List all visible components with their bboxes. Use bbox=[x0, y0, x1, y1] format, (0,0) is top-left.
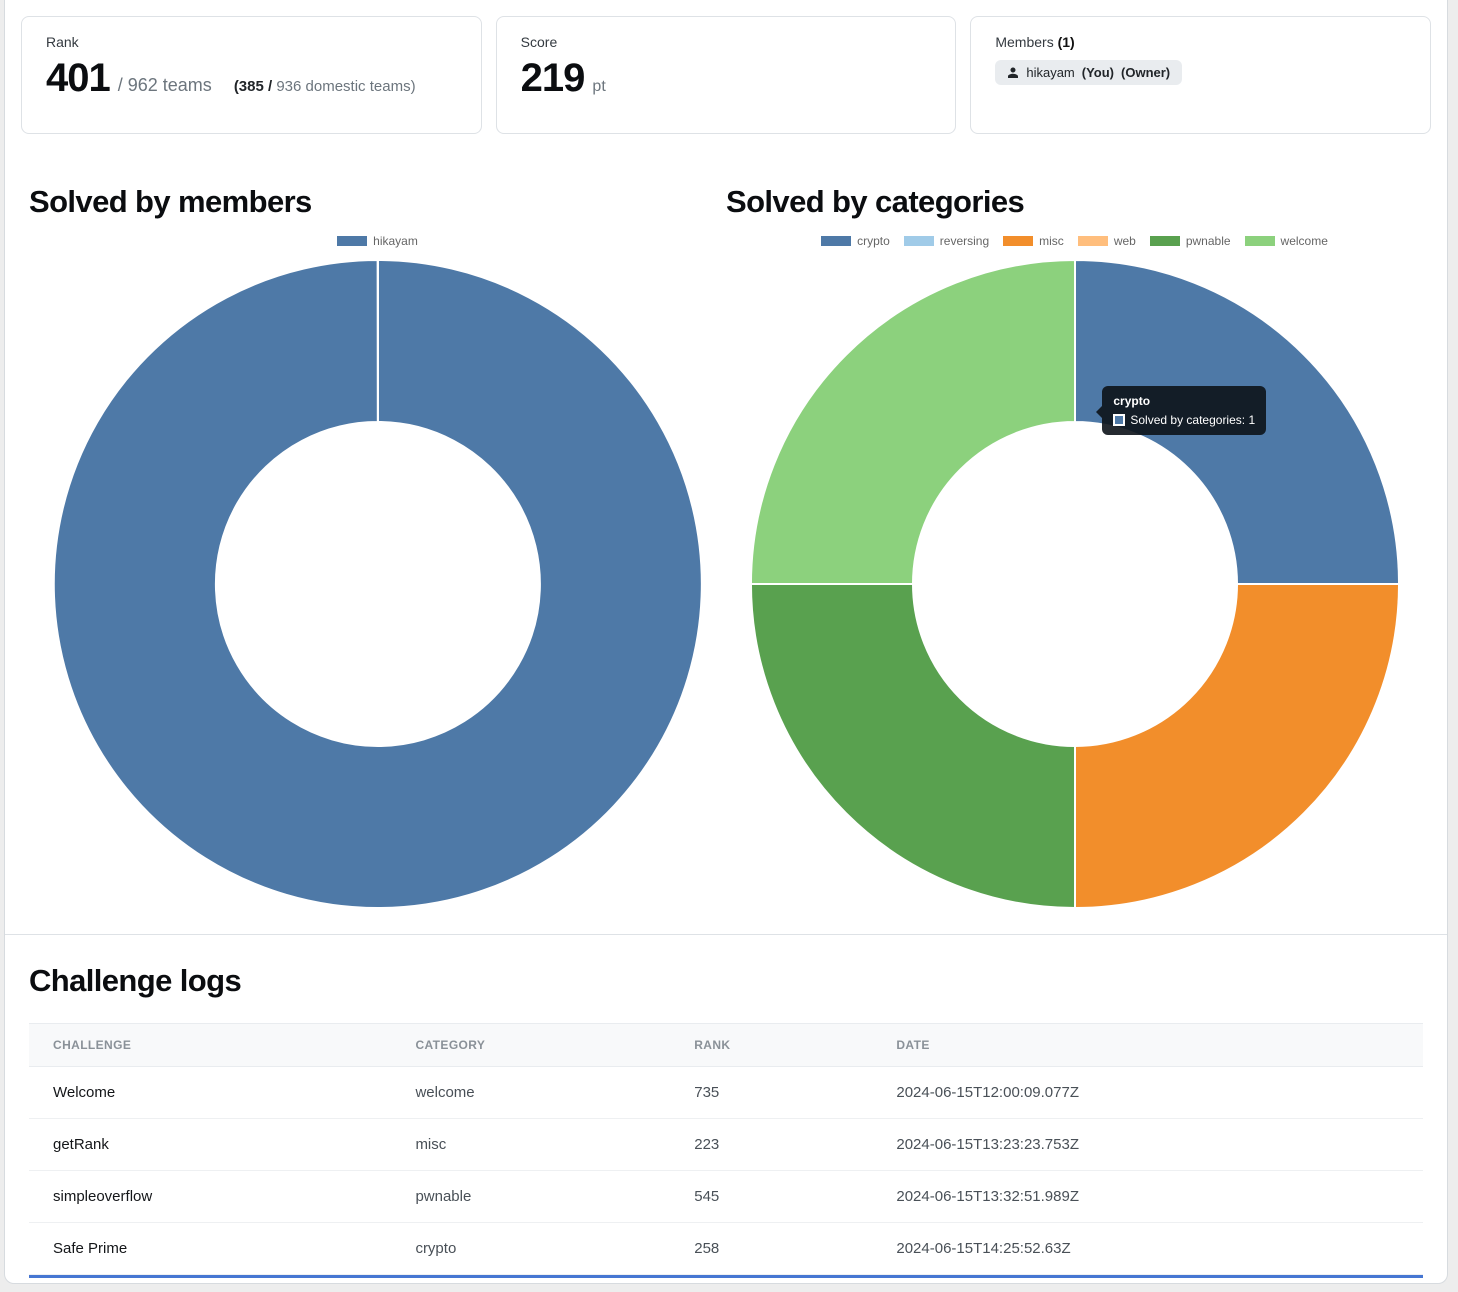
donut-slice-hikayam[interactable] bbox=[52, 258, 703, 910]
cell-date: 2024-06-15T13:32:51.989Z bbox=[872, 1170, 1423, 1223]
legend-swatch-welcome bbox=[1244, 236, 1275, 246]
header-row: CHALLENGE CATEGORY RANK DATE bbox=[29, 1023, 1423, 1067]
categories-chart-area: crypto reversing misc web pwnable welcome cry… bbox=[726, 226, 1423, 910]
legend-swatch-web bbox=[1077, 236, 1108, 246]
cell-rank: 545 bbox=[670, 1170, 873, 1223]
legend-label: crypto bbox=[857, 234, 890, 248]
members-label: Members (1) bbox=[995, 34, 1406, 50]
legend-label: web bbox=[1113, 234, 1136, 248]
cell-challenge: Safe Prime bbox=[29, 1222, 392, 1275]
tooltip-value-label: Solved by categories: 1 bbox=[1130, 413, 1256, 427]
donut-slice-welcome[interactable] bbox=[749, 258, 1076, 585]
challenge-logs-header: CHALLENGE CATEGORY RANK DATE bbox=[29, 1023, 1423, 1067]
cell-challenge: simpleoverflow bbox=[29, 1170, 392, 1223]
table-bottom-accent bbox=[29, 1275, 1423, 1278]
cell-rank: 258 bbox=[670, 1222, 873, 1275]
legend-item-crypto[interactable]: crypto bbox=[821, 234, 890, 248]
cell-date: 2024-06-15T14:25:52.63Z bbox=[872, 1222, 1423, 1275]
members-donut-chart[interactable] bbox=[52, 258, 704, 910]
legend-label: reversing bbox=[939, 234, 990, 248]
legend-swatch-reversing bbox=[903, 236, 934, 246]
cell-category: crypto bbox=[391, 1222, 671, 1275]
members-chart-area: hikayam bbox=[29, 226, 726, 910]
tooltip-color-box bbox=[1113, 414, 1126, 426]
legend-item-hikayam[interactable]: hikayam bbox=[337, 234, 418, 248]
legend-item-misc[interactable]: misc bbox=[1003, 234, 1064, 248]
column-header-challenge: CHALLENGE bbox=[29, 1023, 392, 1067]
cell-rank: 223 bbox=[670, 1118, 873, 1171]
cell-category: welcome bbox=[391, 1066, 671, 1119]
challenge-log-row: getRank misc 223 2024-06-15T13:23:23.753Z bbox=[29, 1118, 1423, 1171]
cell-challenge: getRank bbox=[29, 1118, 392, 1171]
rank-card: Rank 401 / 962 teams (385 / 936 domestic… bbox=[21, 16, 482, 134]
legend-item-reversing[interactable]: reversing bbox=[903, 234, 990, 248]
rank-label: Rank bbox=[46, 34, 79, 50]
score-label: Score bbox=[520, 34, 558, 50]
section-divider bbox=[5, 934, 1447, 935]
charts-grid: Solved by members hikayam Solved by cate… bbox=[5, 150, 1447, 920]
challenge-log-row: simpleoverflow pwnable 545 2024-06-15T13:32… bbox=[29, 1170, 1423, 1223]
challenge-logs-table: CHALLENGE CATEGORY RANK DATE Welcome welcome… bbox=[29, 1023, 1423, 1275]
domestic-rank-value: (385 / bbox=[233, 78, 273, 95]
column-header-rank: RANK bbox=[670, 1023, 873, 1067]
legend-label: misc bbox=[1039, 234, 1064, 248]
legend-swatch-hikayam bbox=[337, 236, 368, 246]
column-header-date: DATE bbox=[872, 1023, 1423, 1067]
challenge-log-row: Safe Prime crypto 258 2024-06-15T14:25:52.6… bbox=[29, 1222, 1423, 1275]
legend-swatch-pwnable bbox=[1149, 236, 1180, 246]
challenge-logs-title: Challenge logs bbox=[29, 963, 242, 998]
cell-category: pwnable bbox=[391, 1170, 671, 1223]
members-count: (1) bbox=[1057, 34, 1075, 50]
team-dashboard-page: Rank 401 / 962 teams (385 / 936 domestic… bbox=[4, 0, 1448, 1284]
legend-swatch-crypto bbox=[821, 236, 852, 246]
members-chart-title: Solved by members bbox=[29, 184, 312, 219]
categories-chart-section: Solved by categories crypto reversing misc… bbox=[726, 170, 1423, 910]
rank-total-teams: / 962 teams bbox=[117, 75, 212, 95]
member-owner-tag: (Owner) bbox=[1121, 65, 1171, 80]
donut-slice-pwnable[interactable] bbox=[749, 583, 1076, 910]
tooltip-title: crypto bbox=[1113, 394, 1151, 408]
cell-date: 2024-06-15T13:23:23.753Z bbox=[872, 1118, 1423, 1171]
legend-label: pwnable bbox=[1185, 234, 1231, 248]
stats-row: Rank 401 / 962 teams (385 / 936 domestic… bbox=[5, 0, 1447, 150]
members-chart-section: Solved by members hikayam bbox=[29, 170, 726, 910]
cell-date: 2024-06-15T12:00:09.077Z bbox=[872, 1066, 1423, 1119]
cell-challenge: Welcome bbox=[29, 1066, 392, 1119]
member-you-tag: (You) bbox=[1081, 65, 1115, 80]
domestic-rank: (385 / 936 domestic teams) bbox=[234, 78, 416, 95]
column-header-category: CATEGORY bbox=[391, 1023, 671, 1067]
challenge-log-row: Welcome welcome 735 2024-06-15T12:00:09.077… bbox=[29, 1066, 1423, 1119]
legend-item-welcome[interactable]: welcome bbox=[1244, 234, 1328, 248]
member-icon bbox=[1007, 66, 1019, 79]
score-card: Score 219 pt bbox=[495, 16, 957, 134]
categories-chart-title: Solved by categories bbox=[726, 184, 1025, 219]
legend-label: welcome bbox=[1280, 234, 1328, 248]
challenge-logs-body: Welcome welcome 735 2024-06-15T12:00:09.077… bbox=[29, 1066, 1423, 1275]
members-card: Members (1) hikayam (You) (Owner) bbox=[970, 16, 1432, 134]
score-unit: pt bbox=[592, 78, 606, 95]
cell-category: misc bbox=[391, 1118, 671, 1171]
cell-rank: 735 bbox=[670, 1066, 873, 1119]
legend-swatch-misc bbox=[1003, 236, 1034, 246]
score-value: 219 bbox=[520, 56, 586, 100]
member-name: hikayam bbox=[1026, 65, 1075, 80]
legend-item-pwnable[interactable]: pwnable bbox=[1149, 234, 1231, 248]
member-badge: hikayam (You) (Owner) bbox=[995, 60, 1183, 85]
categories-donut-chart[interactable] bbox=[749, 258, 1401, 910]
domestic-rank-total: 936 domestic teams) bbox=[276, 78, 416, 95]
members-chart-legend: hikayam bbox=[337, 234, 418, 248]
members-label-text: Members bbox=[995, 34, 1054, 50]
legend-label: hikayam bbox=[373, 234, 418, 248]
legend-item-web[interactable]: web bbox=[1077, 234, 1136, 248]
categories-chart-legend: crypto reversing misc web pwnable welcome bbox=[821, 234, 1328, 248]
challenge-logs-section: Challenge logs CHALLENGE CATEGORY RANK DATE… bbox=[5, 935, 1447, 1278]
rank-value: 401 bbox=[46, 56, 111, 100]
donut-slice-misc[interactable] bbox=[1073, 583, 1400, 910]
chart-tooltip: crypto Solved by categories: 1 bbox=[1096, 386, 1267, 435]
